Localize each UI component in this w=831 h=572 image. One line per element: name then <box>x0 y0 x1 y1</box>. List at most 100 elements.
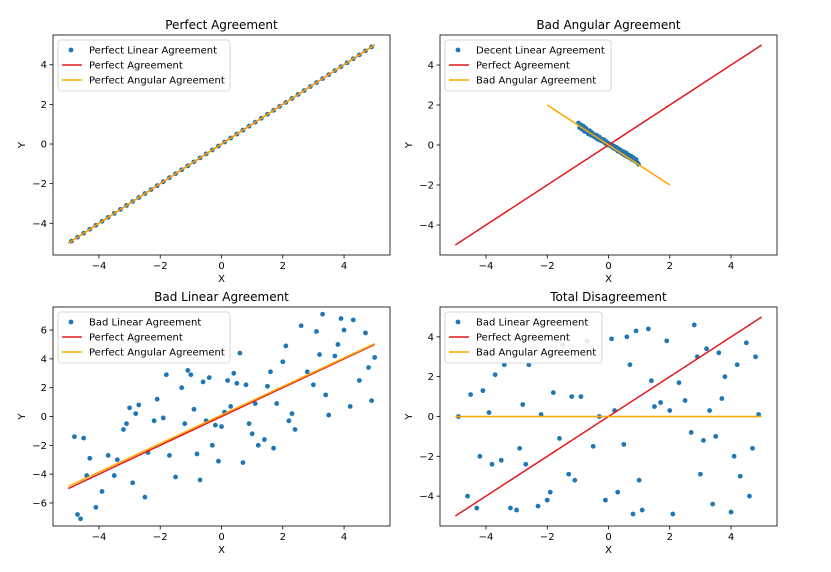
legend-label: Perfect Agreement <box>89 333 183 344</box>
scatter-point <box>78 516 83 522</box>
scatter-point <box>182 421 188 427</box>
series-line <box>546 104 671 186</box>
scatter-point <box>731 453 737 459</box>
x-tick-label: 2 <box>280 532 286 543</box>
scatter-point <box>636 477 642 483</box>
scatter-point <box>298 323 304 329</box>
legend-marker <box>68 47 74 53</box>
scatter-point <box>274 401 280 406</box>
scatter-point <box>747 493 752 499</box>
scatter-point <box>578 394 584 399</box>
y-tick-label: 0 <box>428 412 434 423</box>
scatter-point <box>93 504 99 510</box>
y-tick-label: 4 <box>428 61 434 72</box>
scatter-point <box>474 505 480 511</box>
legend-label: Perfect Angular Agreement <box>89 348 225 359</box>
scatter-point <box>550 390 556 396</box>
scatter-point <box>615 489 621 495</box>
scatter-point <box>280 359 286 365</box>
y-axis-label: Y <box>404 141 415 149</box>
legend-box <box>57 39 231 92</box>
chart-title: Bad Angular Agreement <box>536 18 680 32</box>
scatter-point <box>468 392 474 397</box>
x-tick-label: −2 <box>153 532 168 543</box>
y-tick-label: 6 <box>41 326 47 337</box>
scatter-point <box>743 340 749 346</box>
scatter-point <box>240 460 246 466</box>
scatter-point <box>603 497 608 503</box>
series-line <box>67 343 376 490</box>
series-line <box>68 343 375 488</box>
y-tick-label: −4 <box>32 470 47 481</box>
x-tick-label: −2 <box>153 261 168 272</box>
scatter-point <box>652 404 657 409</box>
scatter-point <box>179 385 185 391</box>
scatter-point <box>216 458 221 464</box>
legend-label: Perfect Agreement <box>476 333 570 344</box>
scatter-point <box>369 398 375 404</box>
scatter-point <box>75 512 80 517</box>
scatter-point <box>366 365 371 370</box>
scatter-point <box>621 441 627 447</box>
scatter-point <box>477 453 483 459</box>
legend: Bad Linear Agreement Perfect Agreement Bad… <box>444 311 603 364</box>
scatter-point <box>547 489 553 495</box>
scatter-point <box>121 427 126 432</box>
scatter-point <box>670 511 676 517</box>
scatter-point <box>627 362 633 368</box>
y-tick-label: 2 <box>41 383 47 394</box>
scatter-point <box>750 445 755 451</box>
scatter-point <box>676 380 682 386</box>
x-tick-label: 2 <box>667 532 673 543</box>
chart-title: Bad Linear Agreement <box>154 290 289 304</box>
scatter-point <box>648 378 654 384</box>
scatter-point <box>664 338 670 344</box>
scatter-point <box>590 443 596 449</box>
legend-box <box>57 311 231 364</box>
legend-label: Bad Linear Agreement <box>476 318 588 329</box>
scatter-point <box>691 322 697 328</box>
y-tick-label: −2 <box>419 452 434 463</box>
y-axis-label: Y <box>17 413 28 421</box>
y-tick-label: −4 <box>419 221 434 232</box>
scatter-point <box>719 396 725 401</box>
scatter-point <box>212 422 218 428</box>
axes-frame <box>52 306 391 527</box>
scatter-point <box>151 418 157 424</box>
scatter-point <box>163 372 169 378</box>
scatter-point <box>105 453 111 458</box>
scatter-point <box>526 362 532 368</box>
legend-label: Perfect Agreement <box>89 61 183 72</box>
x-axis-label: X <box>605 545 612 556</box>
y-tick-label: 4 <box>428 332 434 343</box>
scatter-point <box>363 330 368 336</box>
scatter-point <box>243 382 249 388</box>
scatter-point <box>228 404 234 409</box>
scatter-point <box>286 418 292 424</box>
scatter-point <box>538 412 544 417</box>
scatter-point <box>237 350 243 356</box>
subplot-1: Perfect Agreement −4 −2 0 2 4 −4 −2 0 2 4 X Y Perfect… <box>17 18 391 285</box>
legend-box <box>444 39 612 92</box>
scatter-point <box>544 497 550 503</box>
scatter-point <box>658 400 663 405</box>
scatter-point <box>514 507 519 513</box>
scatter-point <box>111 473 117 478</box>
scatter-point <box>124 421 129 427</box>
y-tick-label: 2 <box>428 372 434 383</box>
scatter-point <box>252 401 258 406</box>
scatter-point <box>136 402 142 408</box>
scatter-point <box>231 370 237 376</box>
y-tick-label: 2 <box>41 100 47 111</box>
x-tick-label: 2 <box>280 261 286 272</box>
plot-data <box>67 311 378 522</box>
y-tick-label: −2 <box>419 181 434 192</box>
scatter-point <box>557 436 562 441</box>
scatter-point <box>498 457 504 463</box>
x-axis-label: X <box>218 274 225 285</box>
legend-box <box>444 311 603 364</box>
x-tick-label: 0 <box>605 261 611 272</box>
legend-label: Bad Angular Agreement <box>476 348 596 359</box>
scatter-point <box>268 369 273 375</box>
scatter-point <box>323 392 329 398</box>
